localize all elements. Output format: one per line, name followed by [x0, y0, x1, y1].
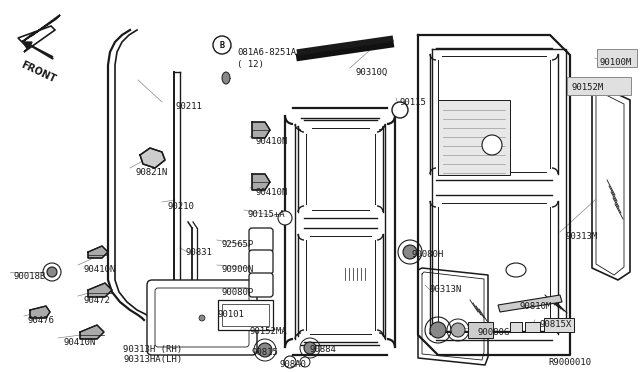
FancyBboxPatch shape	[249, 228, 273, 252]
FancyBboxPatch shape	[597, 49, 637, 67]
Text: 90810M: 90810M	[520, 302, 552, 311]
Text: 90115+A: 90115+A	[248, 210, 285, 219]
FancyBboxPatch shape	[567, 77, 631, 95]
Bar	[222, 304, 269, 326]
Text: 081A6-8251A: 081A6-8251A	[237, 48, 296, 57]
Text: 90313N: 90313N	[430, 285, 462, 294]
Circle shape	[430, 322, 446, 338]
Bar	[218, 300, 273, 330]
FancyBboxPatch shape	[249, 250, 273, 274]
Text: 90152MA: 90152MA	[250, 327, 287, 336]
Polygon shape	[252, 174, 270, 190]
Circle shape	[47, 267, 57, 277]
Text: R9000010: R9000010	[548, 358, 591, 367]
Text: 90900N: 90900N	[222, 265, 254, 274]
Ellipse shape	[506, 263, 526, 277]
Text: 90115: 90115	[400, 98, 427, 107]
Text: 90815: 90815	[252, 348, 279, 357]
Text: 908A0: 908A0	[280, 360, 307, 369]
Polygon shape	[252, 122, 270, 138]
Text: 90080P: 90080P	[222, 288, 254, 297]
Circle shape	[284, 356, 296, 368]
Circle shape	[403, 245, 417, 259]
Text: ( 12): ( 12)	[237, 60, 264, 69]
Bar	[544, 318, 574, 332]
Text: 90410N: 90410N	[83, 265, 115, 274]
Text: 90410N: 90410N	[255, 137, 287, 146]
Bar	[525, 322, 540, 332]
Text: 90476: 90476	[28, 316, 55, 325]
Circle shape	[304, 342, 316, 354]
Text: 90210: 90210	[168, 202, 195, 211]
Text: B: B	[220, 41, 225, 49]
Text: FRONT: FRONT	[19, 60, 57, 84]
Text: 90472: 90472	[83, 296, 110, 305]
Text: 90884: 90884	[310, 345, 337, 354]
Polygon shape	[140, 148, 165, 168]
Text: 90410N: 90410N	[63, 338, 95, 347]
Text: 90313HA(LH): 90313HA(LH)	[123, 355, 182, 364]
FancyBboxPatch shape	[249, 273, 273, 297]
Ellipse shape	[222, 72, 230, 84]
Circle shape	[392, 102, 408, 118]
Text: 90080H: 90080H	[412, 250, 444, 259]
Polygon shape	[80, 325, 104, 339]
Text: 90310Q: 90310Q	[355, 68, 387, 77]
Circle shape	[258, 343, 272, 357]
Text: 92565P: 92565P	[222, 240, 254, 249]
Polygon shape	[18, 26, 55, 52]
Text: 90831: 90831	[185, 248, 212, 257]
Text: 90152M: 90152M	[572, 83, 604, 92]
Text: 90101: 90101	[218, 310, 245, 319]
Polygon shape	[22, 15, 60, 42]
Text: 90410N: 90410N	[255, 188, 287, 197]
Polygon shape	[88, 283, 112, 297]
FancyBboxPatch shape	[155, 288, 249, 347]
Text: 90100M: 90100M	[600, 58, 632, 67]
Text: 90313M: 90313M	[565, 232, 597, 241]
Text: 90821N: 90821N	[135, 168, 167, 177]
Circle shape	[278, 211, 292, 225]
Bar	[438, 100, 510, 175]
Circle shape	[482, 135, 502, 155]
Circle shape	[300, 357, 310, 367]
Bar	[510, 322, 522, 332]
Text: B: B	[220, 41, 225, 49]
Circle shape	[199, 315, 205, 321]
Polygon shape	[88, 246, 108, 258]
FancyBboxPatch shape	[147, 280, 257, 355]
Text: 90313H (RH): 90313H (RH)	[123, 345, 182, 354]
Text: 90018B: 90018B	[14, 272, 46, 281]
Bar	[468, 322, 493, 338]
Circle shape	[451, 323, 465, 337]
Text: 90815X: 90815X	[540, 320, 572, 329]
Polygon shape	[498, 295, 562, 312]
Text: 90080G: 90080G	[478, 328, 510, 337]
Text: 90211: 90211	[175, 102, 202, 111]
Polygon shape	[30, 306, 50, 318]
Circle shape	[213, 36, 231, 54]
